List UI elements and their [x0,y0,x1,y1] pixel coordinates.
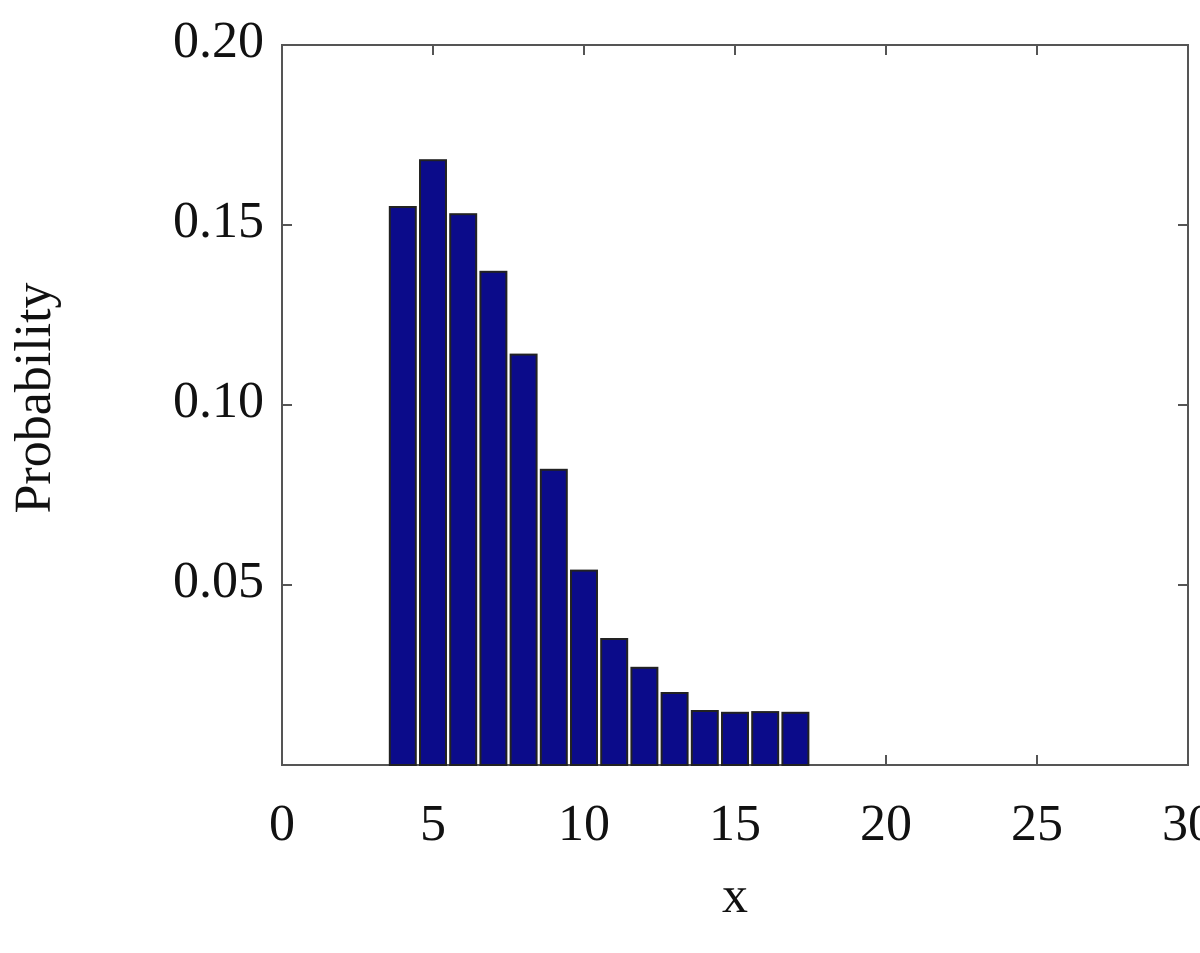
y-tick-label: 0.10 [173,372,264,429]
bar [751,711,780,767]
x-tick-label: 30 [1162,795,1200,852]
bar [479,270,508,766]
x-tick-label: 25 [1011,795,1063,852]
bar [388,206,417,766]
bar [509,353,538,766]
y-tick-label: 0.05 [173,552,264,609]
x-tick-label: 10 [558,795,610,852]
bar [721,711,749,766]
bar [539,468,568,766]
x-tick-label: 20 [860,795,912,852]
x-tick-label: 15 [709,795,761,852]
bar [690,710,719,766]
bar [570,569,598,766]
y-axis-label: Probability [5,282,62,513]
bar [449,213,478,766]
y-tick-label: 0.20 [173,12,264,69]
bar [781,711,810,766]
bar [630,666,659,766]
y-tick-label: 0.15 [173,192,264,249]
plot-frame [281,44,1189,766]
x-tick-label: 0 [269,795,295,852]
x-axis-label: x [722,867,748,924]
x-tick-label: 5 [420,795,446,852]
bar [600,638,629,766]
bar [660,692,689,766]
bar [419,159,447,766]
